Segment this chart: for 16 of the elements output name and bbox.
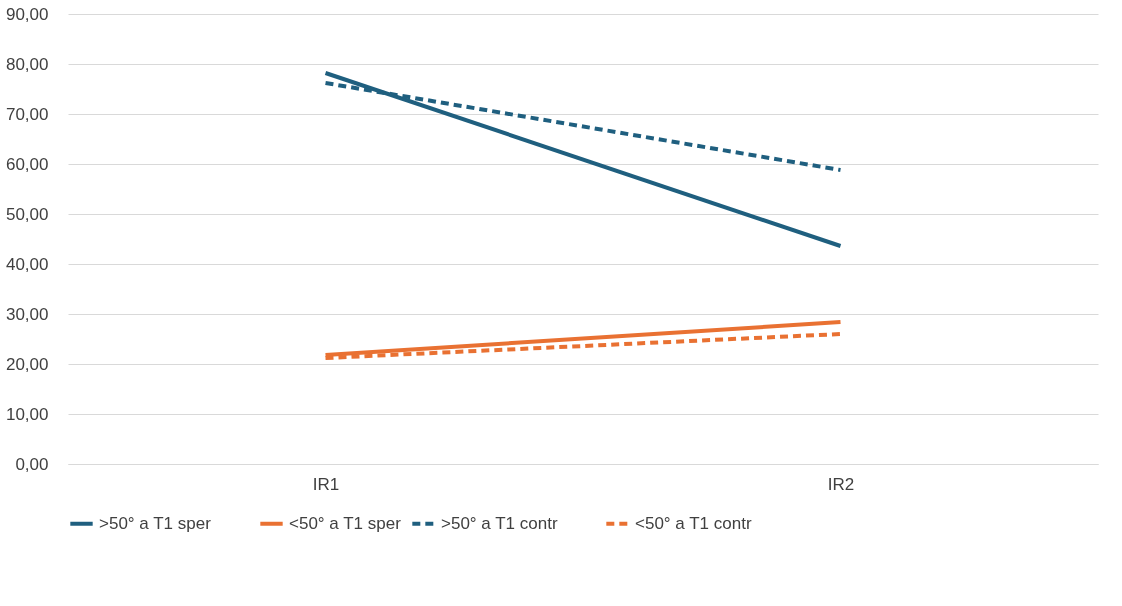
y-tick-label: 50,00 bbox=[5, 204, 49, 224]
y-tick-label: 10,00 bbox=[5, 404, 49, 424]
y-tick-label: 20,00 bbox=[5, 354, 49, 374]
y-tick-label: 70,00 bbox=[5, 104, 49, 124]
y-tick-label: 80,00 bbox=[5, 54, 49, 74]
legend-label: >50° a T1 contr bbox=[441, 513, 558, 533]
y-tick-label: 30,00 bbox=[5, 304, 49, 324]
x-tick-label: IR1 bbox=[312, 474, 340, 494]
y-tick-label: 90,00 bbox=[5, 4, 49, 24]
y-tick-label: 60,00 bbox=[5, 154, 49, 174]
legend-label: <50° a T1 sper bbox=[289, 513, 402, 533]
y-tick-label: 0,00 bbox=[15, 454, 49, 474]
legend-label: >50° a T1 sper bbox=[99, 513, 212, 533]
y-tick-label: 40,00 bbox=[5, 254, 49, 274]
x-tick-label: IR2 bbox=[827, 474, 855, 494]
legend-label: <50° a T1 contr bbox=[635, 513, 752, 533]
